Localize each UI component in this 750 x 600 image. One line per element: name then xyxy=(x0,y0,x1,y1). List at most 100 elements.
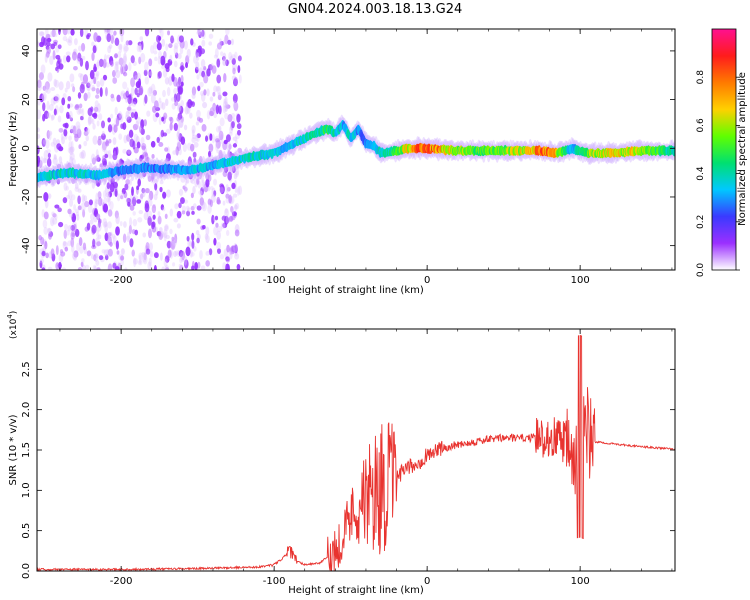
noise-mark xyxy=(191,86,197,96)
noise-mark xyxy=(76,106,82,115)
noise-mark xyxy=(216,58,221,68)
noise-mark xyxy=(164,255,170,263)
noise-mark xyxy=(206,88,210,97)
noise-mark xyxy=(77,45,82,52)
noise-mark xyxy=(207,150,212,158)
noise-mark xyxy=(50,181,55,187)
noise-mark xyxy=(49,55,54,65)
noise-mark xyxy=(122,233,127,244)
noise-mark xyxy=(150,93,156,104)
noise-mark xyxy=(129,238,134,248)
noise-mark xyxy=(140,193,144,199)
noise-mark xyxy=(208,143,214,153)
noise-mark xyxy=(43,149,49,160)
noise-mark xyxy=(141,145,146,151)
noise-mark xyxy=(43,191,49,202)
noise-mark xyxy=(222,100,228,108)
noise-mark xyxy=(169,208,174,217)
noise-mark xyxy=(183,124,188,131)
noise-mark xyxy=(208,110,214,117)
noise-mark xyxy=(216,241,222,251)
noise-mark xyxy=(193,141,199,148)
noise-mark xyxy=(140,137,145,145)
noise-mark xyxy=(67,114,71,119)
noise-mark xyxy=(205,234,210,244)
noise-mark xyxy=(169,54,173,62)
noise-mark xyxy=(63,229,67,240)
noise-mark xyxy=(131,108,137,113)
noise-mark xyxy=(120,92,125,100)
noise-mark xyxy=(39,260,43,269)
noise-mark xyxy=(140,128,145,135)
noise-mark xyxy=(72,125,77,136)
noise-mark xyxy=(231,206,235,216)
noise-mark xyxy=(71,213,77,223)
noise-mark xyxy=(224,207,228,214)
noise-mark xyxy=(94,100,99,107)
noise-mark xyxy=(45,51,50,58)
noise-mark xyxy=(218,125,222,132)
noise-mark xyxy=(145,134,151,141)
noise-mark xyxy=(190,251,195,257)
y-tick-label: -40 xyxy=(21,237,32,253)
noise-mark xyxy=(87,115,92,126)
noise-mark xyxy=(158,232,164,240)
noise-mark xyxy=(151,204,157,214)
noise-mark xyxy=(182,142,187,153)
noise-mark xyxy=(181,210,186,215)
x-tick-label: 0 xyxy=(424,576,430,587)
noise-mark xyxy=(63,182,68,191)
noise-mark xyxy=(222,200,226,206)
noise-mark xyxy=(62,197,68,204)
noise-mark xyxy=(139,194,143,202)
noise-mark xyxy=(133,257,137,268)
colorbar xyxy=(711,28,737,271)
noise-mark xyxy=(174,100,179,107)
noise-mark xyxy=(148,242,153,251)
noise-mark xyxy=(70,230,75,240)
noise-mark xyxy=(216,248,221,254)
noise-mark xyxy=(61,267,67,270)
noise-mark xyxy=(115,146,119,156)
noise-mark xyxy=(199,197,204,206)
noise-mark xyxy=(40,64,46,75)
noise-mark xyxy=(125,179,131,185)
noise-mark xyxy=(104,29,110,33)
noise-mark xyxy=(219,183,224,189)
noise-mark xyxy=(71,178,76,185)
noise-mark xyxy=(138,252,144,261)
noise-mark xyxy=(216,199,222,205)
noise-mark xyxy=(117,43,123,50)
noise-mark xyxy=(45,29,49,37)
noise-mark xyxy=(160,116,165,122)
noise-mark xyxy=(120,65,124,75)
noise-mark xyxy=(237,65,241,74)
noise-mark xyxy=(205,251,210,256)
noise-mark xyxy=(93,105,98,114)
noise-mark xyxy=(40,237,45,246)
noise-mark xyxy=(224,208,229,217)
noise-mark xyxy=(92,135,98,145)
noise-mark xyxy=(170,240,176,250)
spectrogram-noise xyxy=(37,29,243,270)
noise-mark xyxy=(50,248,55,257)
noise-mark xyxy=(51,29,56,38)
noise-mark xyxy=(178,188,184,196)
noise-mark xyxy=(42,85,47,91)
noise-mark xyxy=(195,230,200,236)
noise-mark xyxy=(212,91,216,97)
noise-mark xyxy=(47,193,52,200)
noise-mark xyxy=(61,136,65,145)
noise-mark xyxy=(53,32,58,38)
noise-mark xyxy=(144,76,150,85)
noise-mark xyxy=(231,38,234,46)
noise-mark xyxy=(237,55,242,62)
noise-mark xyxy=(94,237,101,247)
noise-mark xyxy=(233,204,238,210)
y-tick-label: 2.0 xyxy=(21,402,32,418)
noise-mark xyxy=(194,66,199,74)
snr-axes: -200 -100 0 100 0.0 0.5 1.0 1.5 2.0 2.5 xyxy=(21,329,675,587)
noise-mark xyxy=(42,157,47,164)
noise-mark xyxy=(107,196,111,207)
noise-mark xyxy=(105,86,108,97)
